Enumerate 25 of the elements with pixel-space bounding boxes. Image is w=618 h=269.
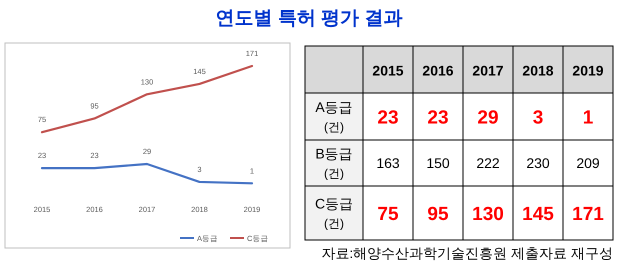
data-label: 209 xyxy=(576,155,600,171)
data-label: 29 xyxy=(477,108,499,128)
y-tick-label: B등급 (건) xyxy=(315,146,353,180)
data-label: 23 xyxy=(427,108,449,128)
data-label: 130 xyxy=(472,204,504,225)
data-label: 150 xyxy=(426,155,450,171)
y-tick-label: A등급 (건) xyxy=(315,99,353,134)
data-label: 75 xyxy=(377,204,399,225)
text: 자료:해양수산과학기술진흥원 제출자료 재구성 xyxy=(321,245,613,261)
data-label: 1 xyxy=(582,108,594,128)
data-label: 163 xyxy=(376,155,400,171)
data-label: 95 xyxy=(427,204,449,225)
x-tick-label: 2019 xyxy=(572,62,604,78)
data-label: 23 xyxy=(377,108,399,128)
data-label: 222 xyxy=(476,155,500,171)
data-label: 3 xyxy=(532,108,544,128)
data-label: 230 xyxy=(526,155,550,171)
data-label: 171 xyxy=(572,204,604,225)
x-tick-label: 2017 xyxy=(472,62,504,78)
chart-title: 연도별 특허 평가 결과 xyxy=(216,8,402,29)
x-tick-label: 2018 xyxy=(522,62,554,78)
x-tick-label: 2016 xyxy=(422,62,454,78)
y-tick-label: C등급 (건) xyxy=(314,196,354,230)
data-label: 145 xyxy=(522,204,554,225)
x-tick-label: 2015 xyxy=(372,62,404,78)
